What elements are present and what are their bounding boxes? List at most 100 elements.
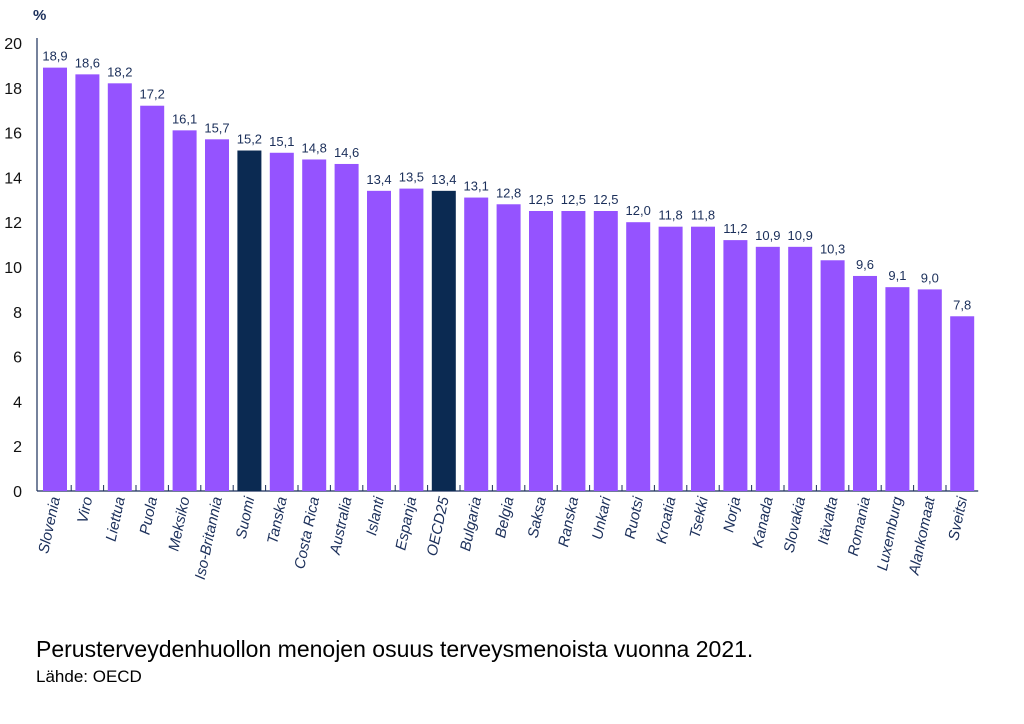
x-tick-label: Slovenia <box>35 495 64 555</box>
bar-belgia <box>496 204 521 491</box>
y-tick-label: 4 <box>13 394 22 411</box>
x-tick-label: Meksiko <box>165 495 193 552</box>
bar-ranska <box>561 211 586 491</box>
x-tick-label: Romania <box>845 495 874 557</box>
bar-alankomaat <box>917 289 942 491</box>
x-tick-label: Tanska <box>264 495 291 545</box>
bar-suomi <box>237 150 262 491</box>
data-label: 7,8 <box>953 297 971 312</box>
x-tick-label: Belgia <box>492 495 517 539</box>
bar-tsekki <box>691 226 715 491</box>
bar-slovenia <box>43 67 67 491</box>
bar-australia <box>334 163 359 491</box>
data-label: 11,8 <box>658 208 682 223</box>
bar-norja <box>723 240 748 491</box>
bar-slovakia <box>788 246 813 491</box>
bar-unkari <box>593 211 618 491</box>
x-tick-label: Norja <box>720 495 744 534</box>
data-label: 12,0 <box>626 203 651 218</box>
x-tick-label: Liettua <box>103 495 129 543</box>
x-tick-label: Unkari <box>589 495 615 542</box>
y-tick-label: 16 <box>4 126 22 143</box>
x-tick-label: Iso-Britannia <box>192 495 226 581</box>
data-label: 11,8 <box>691 208 715 223</box>
bar-islanti <box>367 190 391 491</box>
chart-caption: Perusterveydenhuollon menojen osuus terv… <box>36 636 754 662</box>
data-label: 14,8 <box>302 140 327 155</box>
bar-costa rica <box>302 159 327 492</box>
x-tick-label: Costa Rica <box>291 495 323 570</box>
x-tick-label: Alankomaat <box>905 494 938 577</box>
bar-viro <box>75 74 100 492</box>
bar-kanada <box>755 246 780 491</box>
data-label: 9,1 <box>888 268 906 283</box>
x-tick-label: Tsekki <box>687 495 712 540</box>
x-tick-label: Bulgaria <box>457 495 485 552</box>
y-tick-label: 14 <box>4 170 22 187</box>
data-label: 12,5 <box>561 192 586 207</box>
data-label: 13,5 <box>399 170 424 185</box>
x-tick-label: Viro <box>74 495 96 524</box>
data-label: 12,8 <box>496 185 521 200</box>
data-label: 12,5 <box>528 192 553 207</box>
x-tick-label: Kanada <box>749 495 776 549</box>
data-label: 10,3 <box>820 241 845 256</box>
bar-iso-britannia <box>205 139 229 491</box>
x-tick-label: Ranska <box>555 495 582 548</box>
bar-saksa <box>529 211 553 491</box>
x-tick-label: Itävalta <box>815 495 842 546</box>
data-label: 9,6 <box>856 257 874 272</box>
x-tick-label: Puola <box>137 495 162 536</box>
y-axis-label: % <box>33 7 46 24</box>
data-label: 10,9 <box>788 228 813 243</box>
bar-kroatia <box>658 226 683 491</box>
data-label: 13,1 <box>464 179 489 194</box>
bar-espanja <box>399 188 424 491</box>
data-label: 18,9 <box>42 49 67 64</box>
bar-ruotsi <box>626 222 651 491</box>
data-label: 9,0 <box>921 270 939 285</box>
x-tick-label: Luxemburg <box>874 495 906 573</box>
x-tick-label: Australia <box>327 495 356 557</box>
data-label: 13,4 <box>366 172 391 187</box>
chart-source: Lähde: OECD <box>36 667 142 686</box>
data-label: 15,2 <box>237 132 262 147</box>
bar-liettua <box>107 83 132 491</box>
x-tick-label: OECD25 <box>424 495 453 558</box>
x-tick-label: Suomi <box>233 495 259 541</box>
data-label: 11,2 <box>723 221 747 236</box>
x-tick-label: Islanti <box>363 495 388 538</box>
data-label: 17,2 <box>140 87 165 102</box>
bar-itävalta <box>820 260 845 491</box>
x-tick-label: Saksa <box>525 495 550 539</box>
y-tick-label: 18 <box>4 81 22 98</box>
y-tick-label: 20 <box>4 36 22 53</box>
bar-tanska <box>269 152 294 491</box>
bar-romania <box>853 275 877 491</box>
y-tick-label: 0 <box>13 484 22 501</box>
bar-puola <box>140 105 165 491</box>
x-tick-label: Kroatia <box>653 495 680 545</box>
bar-bulgaria <box>464 197 489 491</box>
bar-meksiko <box>172 130 197 492</box>
bar-luxemburg <box>885 287 910 491</box>
y-tick-label: 10 <box>4 260 22 277</box>
data-label: 15,7 <box>204 120 229 135</box>
y-tick-label: 6 <box>13 350 22 367</box>
bar-chart: % 0 2 4 6 8 10 12 14 16 18 20 18,9 Slovenia 18,6 Viro 18… <box>4 7 979 581</box>
bar-oecd25 <box>431 190 456 491</box>
y-tick-label: 2 <box>13 439 22 456</box>
x-tick-label: Ruotsi <box>622 495 648 541</box>
data-label: 13,4 <box>431 172 456 187</box>
data-label: 16,1 <box>172 111 197 126</box>
bar-sveitsi <box>950 316 975 491</box>
x-tick-label: Slovakia <box>781 495 809 554</box>
y-tick-label: 8 <box>13 305 22 322</box>
data-label: 14,6 <box>334 145 359 160</box>
x-tick-label: Espanja <box>392 495 420 552</box>
x-tick-label: Sveitsi <box>945 495 971 542</box>
y-tick-label: 12 <box>4 215 22 232</box>
data-label: 15,1 <box>269 134 294 149</box>
data-label: 18,6 <box>75 55 100 70</box>
data-label: 12,5 <box>593 192 618 207</box>
